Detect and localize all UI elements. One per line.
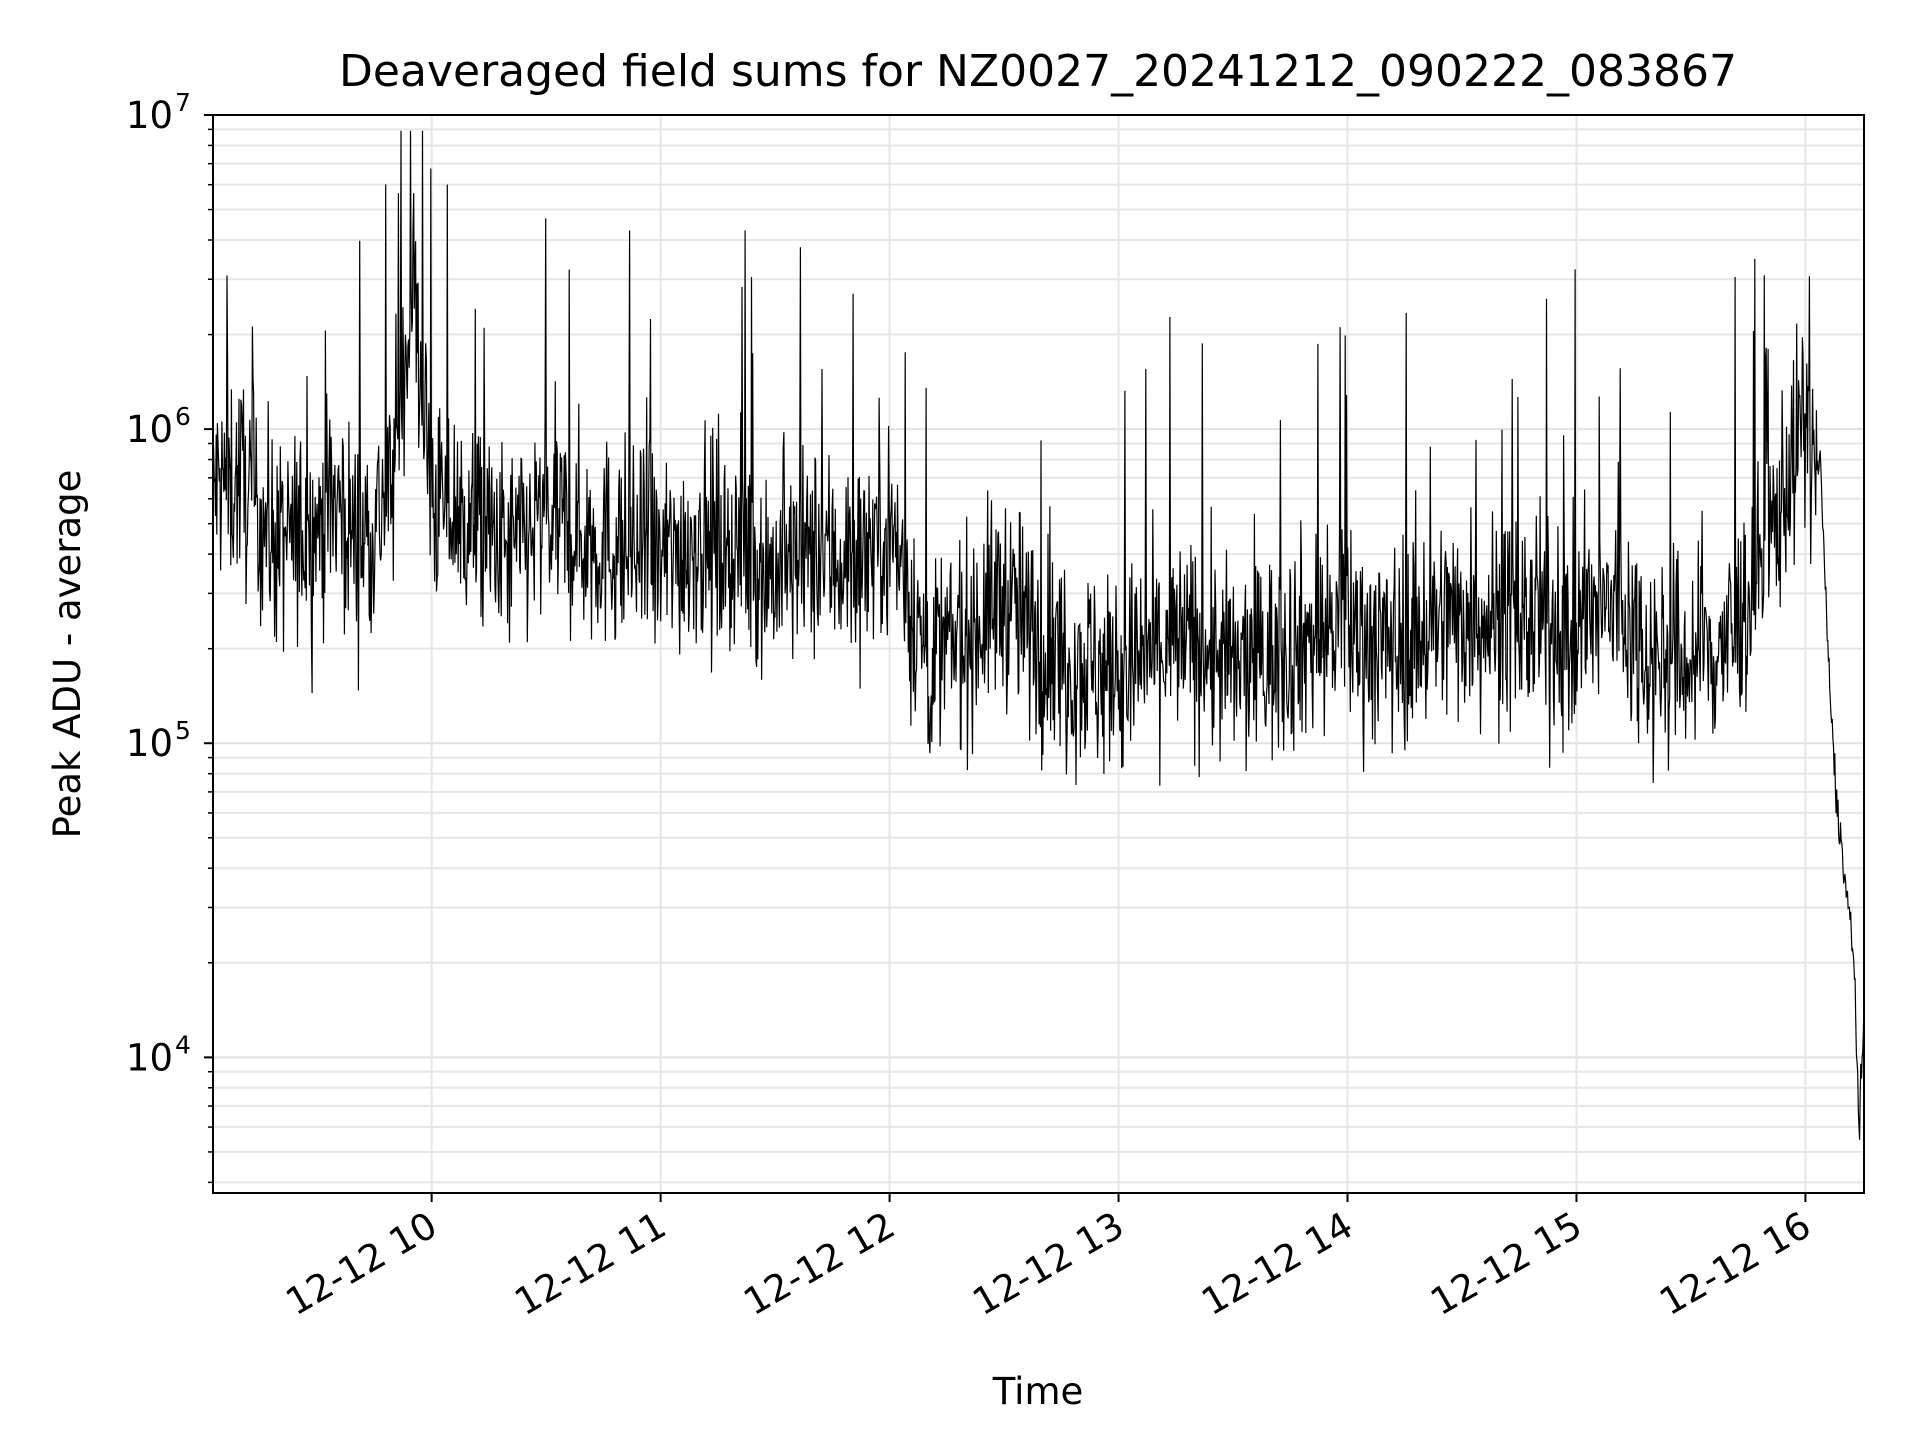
y-tick-exponent: 4: [175, 1030, 191, 1059]
x-axis-label: Time: [992, 1370, 1084, 1413]
y-tick-exponent: 6: [175, 402, 191, 431]
y-tick-exponent: 7: [175, 88, 191, 117]
chart-title: Deaveraged field sums for NZ0027_2024121…: [339, 46, 1737, 97]
y-tick-exponent: 5: [175, 716, 191, 745]
y-tick-label: 10: [126, 94, 173, 137]
plot-frame: [212, 114, 1865, 1194]
y-tick-label: 10: [126, 1036, 173, 1079]
plot-line-group: [212, 130, 1865, 1140]
y-tick-label: 10: [126, 722, 173, 765]
y-axis-label: Peak ADU - average: [46, 470, 89, 839]
series-line: [212, 130, 1865, 1140]
minor-grid: [208, 128, 1864, 1184]
y-tick-label: 10: [126, 408, 173, 451]
